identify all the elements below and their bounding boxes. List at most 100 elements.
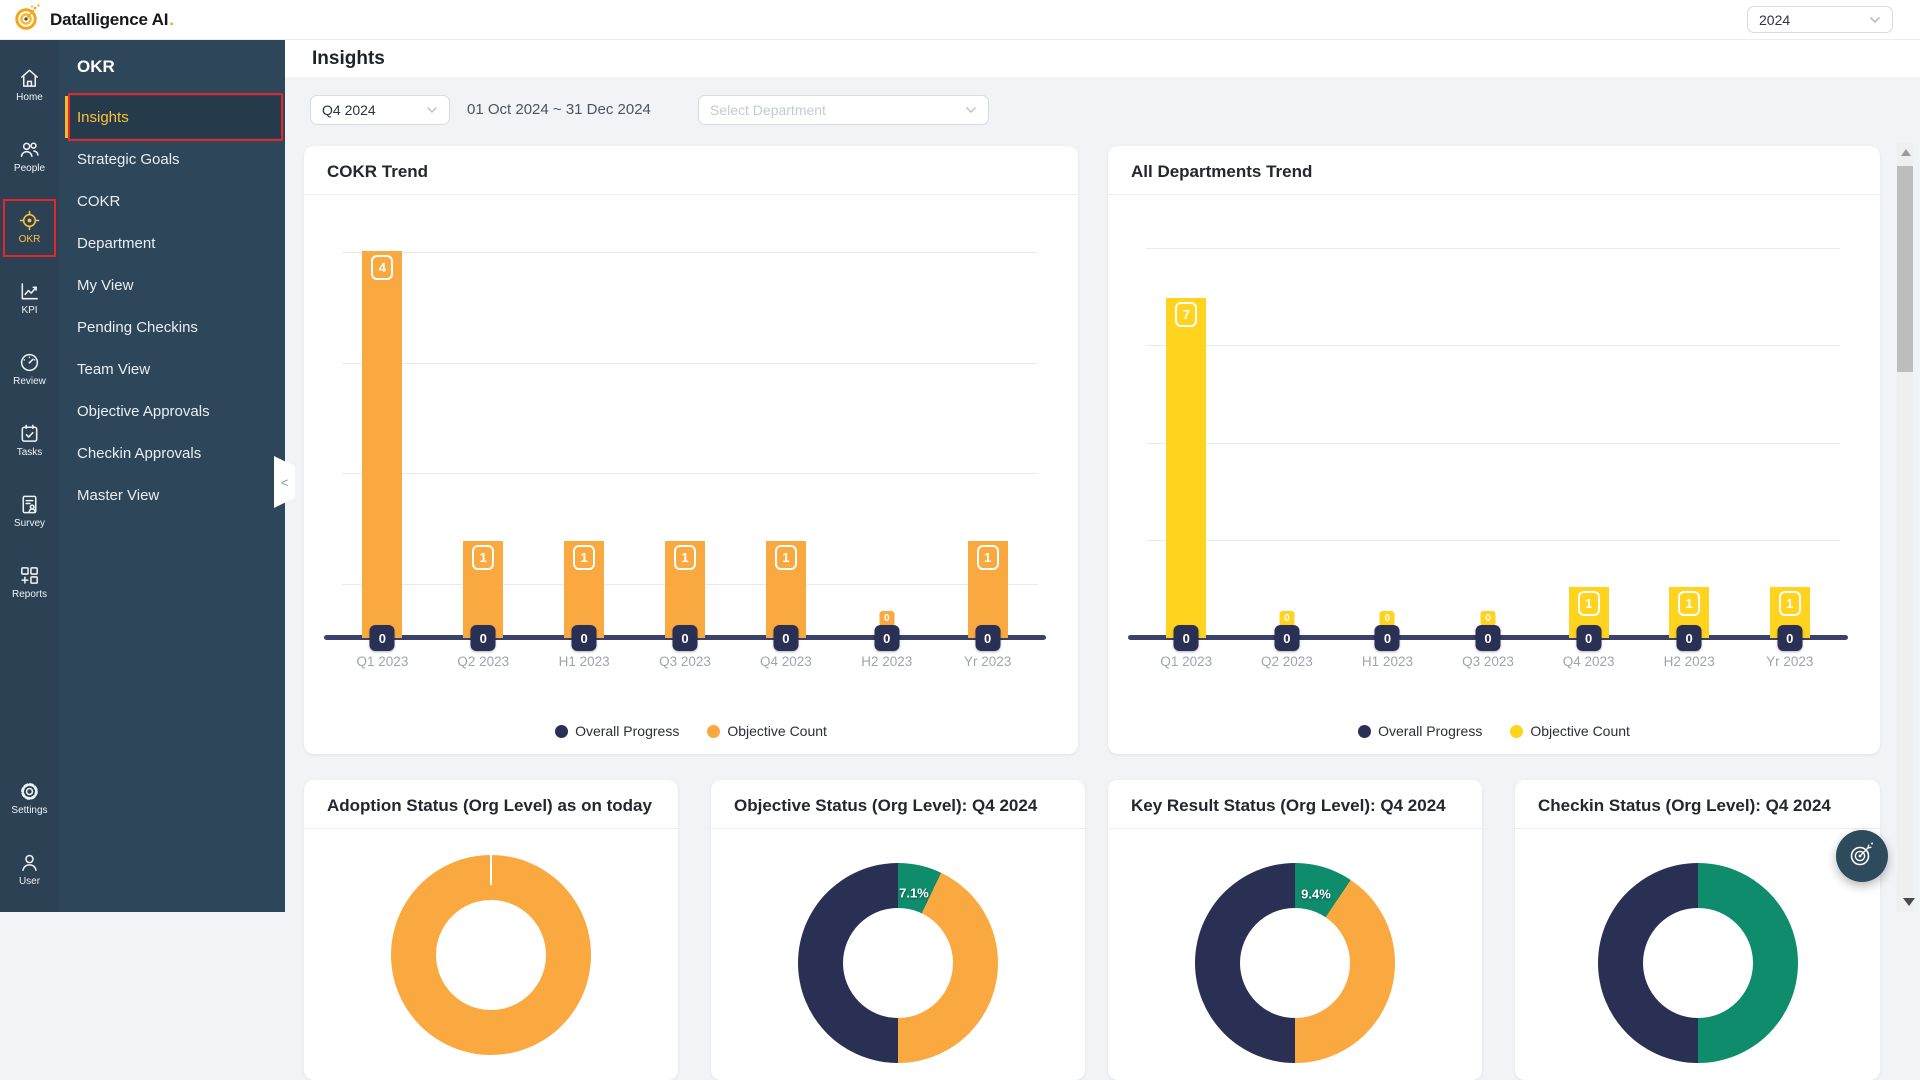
objective-count-bar[interactable]: 1 <box>968 541 1008 638</box>
x-axis-label: Q3 2023 <box>1438 654 1539 669</box>
rail-item-label: Review <box>13 376 46 387</box>
sidebar-title: OKR <box>59 40 285 96</box>
objective-count-bar[interactable]: 4 <box>362 251 402 638</box>
progress-value-badge: 0 <box>1174 625 1199 651</box>
sidebar-item-cokr[interactable]: COKR <box>65 180 281 222</box>
legend-item-objective-count[interactable]: Objective Count <box>707 723 827 739</box>
rail-item-kpi[interactable]: KPI <box>0 275 59 321</box>
chart-title: Objective Status (Org Level): Q4 2024 <box>734 795 1062 828</box>
page-title: Insights <box>312 48 385 70</box>
card-header: Objective Status (Org Level): Q4 2024 <box>711 780 1085 829</box>
scrollbar-down-arrow[interactable] <box>1903 898 1915 906</box>
x-axis-label: Yr 2023 <box>937 654 1038 669</box>
bar-value-badge: 1 <box>1779 591 1801 616</box>
rail-item-people[interactable]: People <box>0 133 59 179</box>
legend-item-overall-progress[interactable]: Overall Progress <box>1358 723 1482 739</box>
legend-item-objective-count[interactable]: Objective Count <box>1510 723 1630 739</box>
progress-value-badge: 0 <box>673 625 698 651</box>
card-header: Key Result Status (Org Level): Q4 2024 <box>1108 780 1482 829</box>
sidebar-item-objective-approvals[interactable]: Objective Approvals <box>65 390 281 432</box>
sidebar-item-label: Department <box>77 235 155 252</box>
calendar-check-icon <box>18 422 41 445</box>
bar-value-badge: 1 <box>674 545 696 570</box>
rail-item-label: Settings <box>11 805 47 816</box>
bullseye-logo-icon <box>13 2 43 37</box>
sidebar-item-department[interactable]: Department <box>65 222 281 264</box>
legend-label: Objective Count <box>727 723 827 739</box>
objective-status-card: Objective Status (Org Level): Q4 2024 7.… <box>711 780 1085 1080</box>
bar-value-badge: 1 <box>573 545 595 570</box>
sidebar-item-my-view[interactable]: My View <box>65 264 281 306</box>
card-header: COKR Trend <box>304 146 1078 195</box>
scrollbar-up-arrow[interactable] <box>1901 149 1911 156</box>
progress-value-badge: 0 <box>572 625 597 651</box>
assistant-fab-button[interactable] <box>1836 830 1888 882</box>
year-select[interactable]: 2024 <box>1747 6 1893 33</box>
nav-rail: Home People OKR KPI Review Tasks Survey Reports… <box>0 40 59 912</box>
rail-item-reports[interactable]: Reports <box>0 559 59 605</box>
objective-count-bar[interactable]: 7 <box>1166 298 1206 638</box>
objective-count-bar[interactable]: 1 <box>766 541 806 638</box>
department-select[interactable]: Select Department <box>698 95 989 125</box>
period-select[interactable]: Q4 2024 <box>310 95 450 125</box>
legend-dot <box>555 725 568 738</box>
rail-item-tasks[interactable]: Tasks <box>0 417 59 463</box>
chart-title: COKR Trend <box>327 161 1055 194</box>
chevron-down-icon <box>426 106 438 114</box>
rail-item-user[interactable]: User <box>0 846 59 892</box>
adoption-status-card: Adoption Status (Org Level) as on today <box>304 780 678 1080</box>
sidebar-item-team-view[interactable]: Team View <box>65 348 281 390</box>
key-result-status-donut: 9.4% <box>1108 863 1482 1063</box>
x-axis-label: Q2 2023 <box>1237 654 1338 669</box>
rail-item-okr[interactable]: OKR <box>0 204 59 250</box>
sidebar-item-label: Strategic Goals <box>77 151 180 168</box>
progress-value-badge: 0 <box>471 625 496 651</box>
checkin-status-card: Checkin Status (Org Level): Q4 2024 <box>1515 780 1880 1080</box>
progress-value-badge: 0 <box>1677 625 1702 651</box>
legend-dot <box>707 725 720 738</box>
rail-item-review[interactable]: Review <box>0 346 59 392</box>
page-header-strip <box>285 40 1920 77</box>
sidebar-item-label: Master View <box>77 487 159 504</box>
objective-count-bar[interactable]: 1 <box>665 541 705 638</box>
survey-doc-icon <box>18 493 41 516</box>
legend-label: Overall Progress <box>1378 723 1482 739</box>
progress-value-badge: 0 <box>370 625 395 651</box>
kpi-chart-icon <box>18 280 41 303</box>
sidebar-item-checkin-approvals[interactable]: Checkin Approvals <box>65 432 281 474</box>
donut-hole <box>1240 908 1350 1018</box>
rail-item-settings[interactable]: Settings <box>0 775 59 821</box>
objective-count-bar[interactable]: 1 <box>564 541 604 638</box>
chart-title: Checkin Status (Org Level): Q4 2024 <box>1538 795 1857 828</box>
sidebar-item-pending-checkins[interactable]: Pending Checkins <box>65 306 281 348</box>
home-icon <box>18 67 41 90</box>
legend-item-overall-progress[interactable]: Overall Progress <box>555 723 679 739</box>
rail-item-survey[interactable]: Survey <box>0 488 59 534</box>
sidebar-item-strategic-goals[interactable]: Strategic Goals <box>65 138 281 180</box>
legend-dot <box>1510 725 1523 738</box>
objective-count-bar[interactable]: 1 <box>463 541 503 638</box>
brand-logo[interactable]: Datalligence AI . <box>0 2 174 37</box>
sidebar-item-label: COKR <box>77 193 120 210</box>
segment-divider <box>490 855 492 885</box>
progress-value-badge: 0 <box>1274 625 1299 651</box>
rail-item-home[interactable]: Home <box>0 62 59 108</box>
target-darts-icon <box>1847 839 1877 874</box>
gauge-icon <box>18 351 41 374</box>
bar-value-badge: 1 <box>977 545 999 570</box>
scrollbar-thumb[interactable] <box>1897 166 1913 372</box>
date-range-text: 01 Oct 2024 ~ 31 Dec 2024 <box>467 95 651 125</box>
x-axis-label: H2 2023 <box>1639 654 1740 669</box>
sidebar-item-insights[interactable]: Insights <box>65 96 281 138</box>
chevron-down-icon <box>965 106 977 114</box>
x-axis-label: H1 2023 <box>1337 654 1438 669</box>
progress-value-badge: 0 <box>1576 625 1601 651</box>
sidebar-item-master-view[interactable]: Master View <box>65 474 281 516</box>
card-header: Adoption Status (Org Level) as on today <box>304 780 678 829</box>
